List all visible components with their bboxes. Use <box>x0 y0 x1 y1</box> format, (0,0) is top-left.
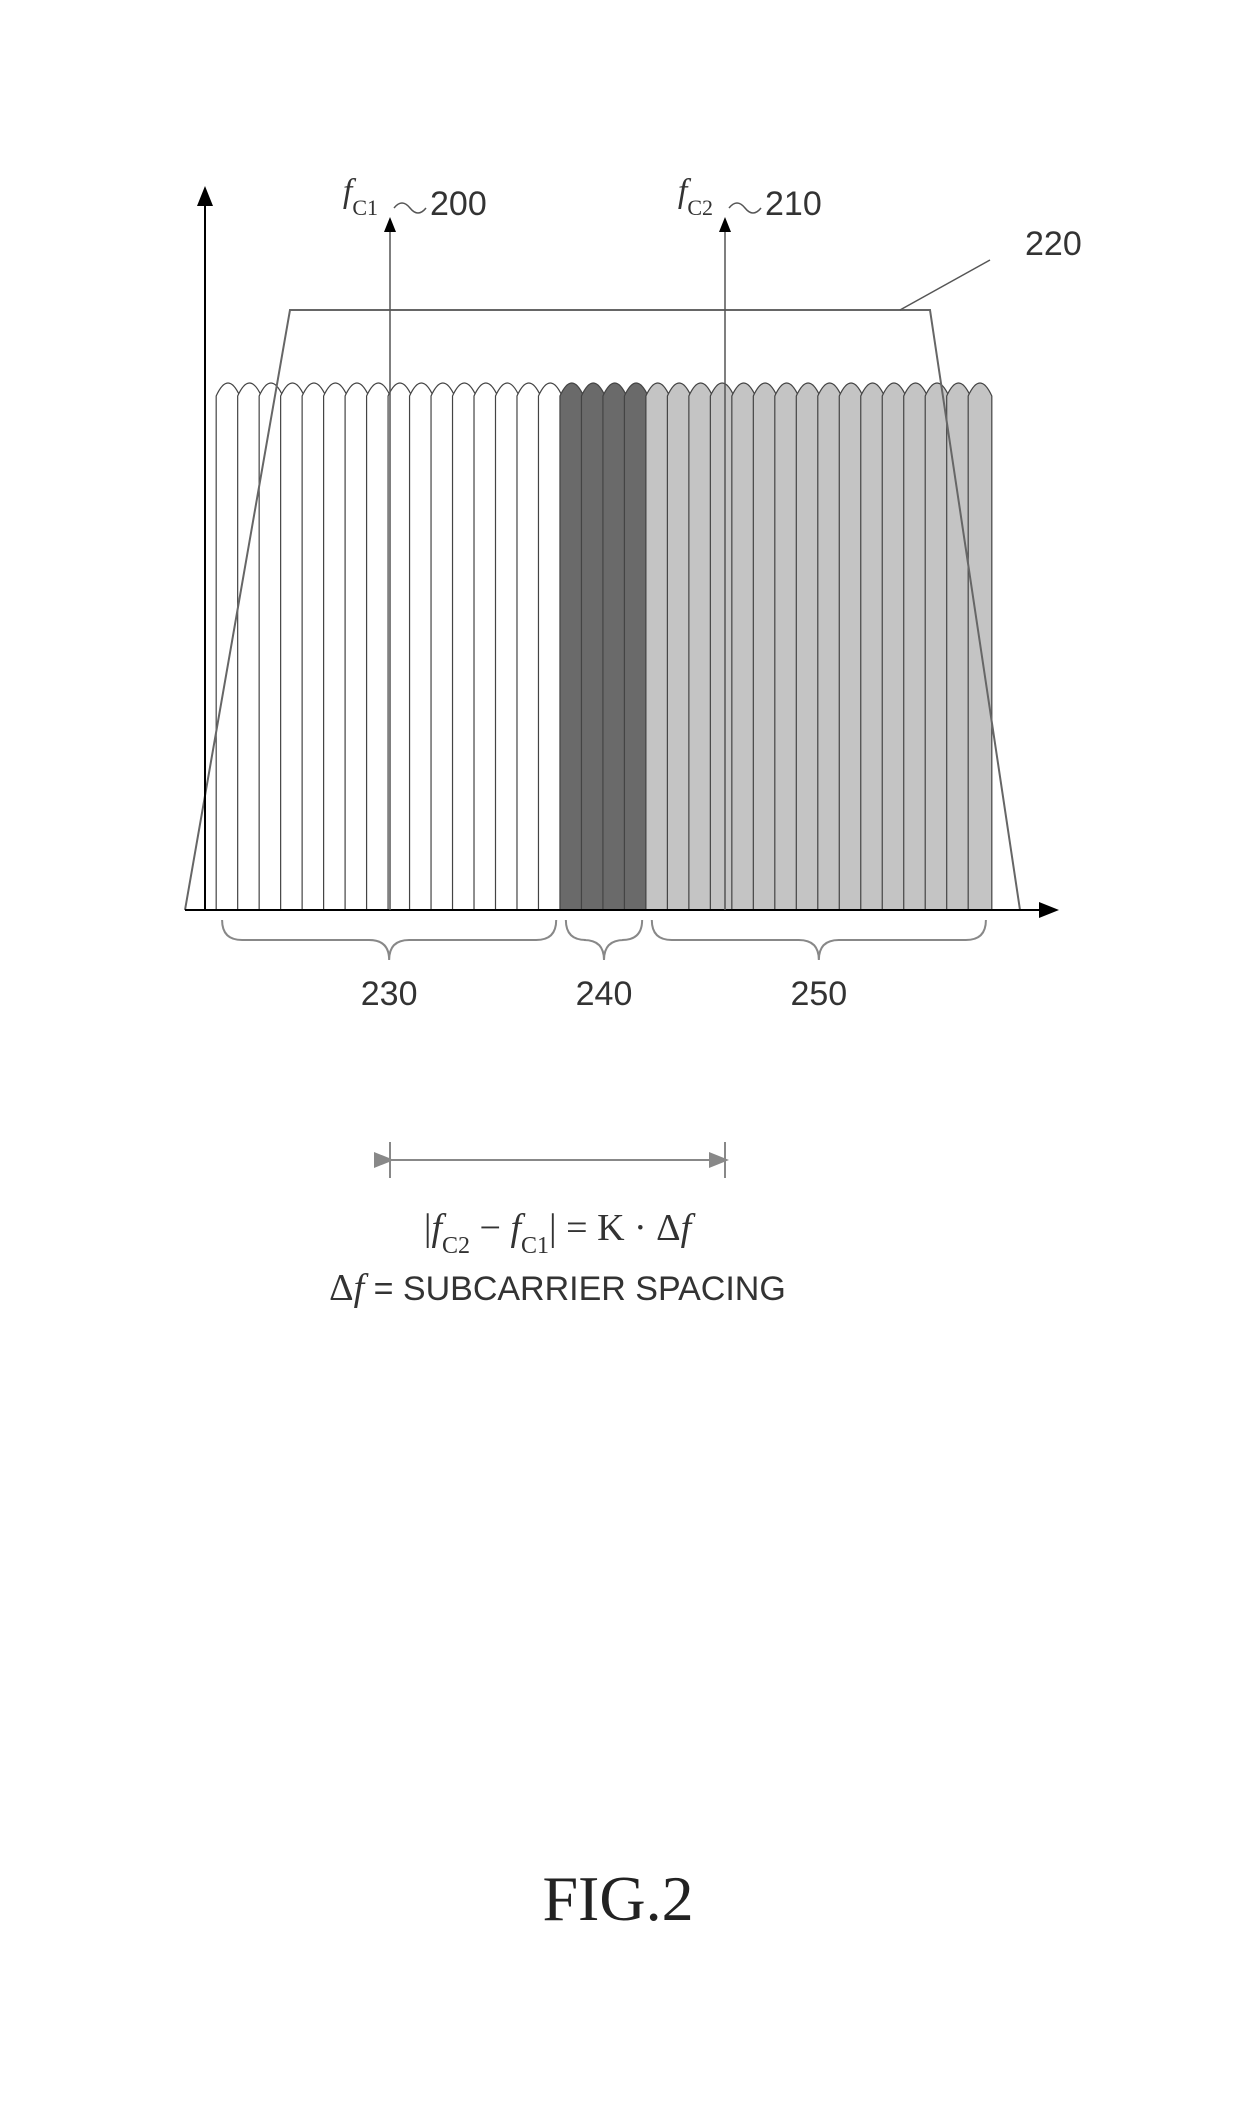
svg-text:210: 210 <box>765 185 822 223</box>
label-230: 230 <box>361 975 418 1013</box>
braces <box>222 920 986 960</box>
subcarriers <box>216 383 992 910</box>
formula-line-2: Δf = SUBCARRIER SPACING <box>329 1267 786 1309</box>
figure-title-group: FIG.2 <box>542 1863 693 1934</box>
figure-svg: 220 fC1 200 fC2 210 230 240 250 |fC2 − fC1| = K … <box>40 40 1196 2072</box>
label-250: 250 <box>790 975 847 1013</box>
formula-line-1: |fC2 − fC1| = K · Δf <box>424 1207 696 1259</box>
figure-container: 220 fC1 200 fC2 210 230 240 250 |fC2 − fC1| = K … <box>40 40 1196 2072</box>
svg-text:fC1: fC1 <box>343 173 378 220</box>
figure-title: FIG.2 <box>542 1863 693 1934</box>
dimension <box>390 1142 725 1178</box>
svg-text:fC2: fC2 <box>678 173 713 220</box>
label-240: 240 <box>576 975 633 1013</box>
svg-text:200: 200 <box>430 185 487 223</box>
label-220: 220 <box>1025 225 1082 263</box>
